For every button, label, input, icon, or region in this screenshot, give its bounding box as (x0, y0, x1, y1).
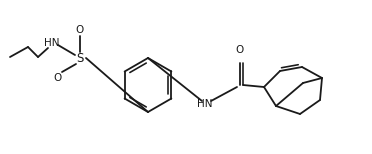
Text: S: S (76, 51, 84, 65)
Text: O: O (54, 73, 62, 83)
Text: HN: HN (44, 38, 60, 48)
Text: O: O (76, 25, 84, 35)
Text: O: O (236, 45, 244, 55)
Text: HN: HN (197, 99, 213, 109)
